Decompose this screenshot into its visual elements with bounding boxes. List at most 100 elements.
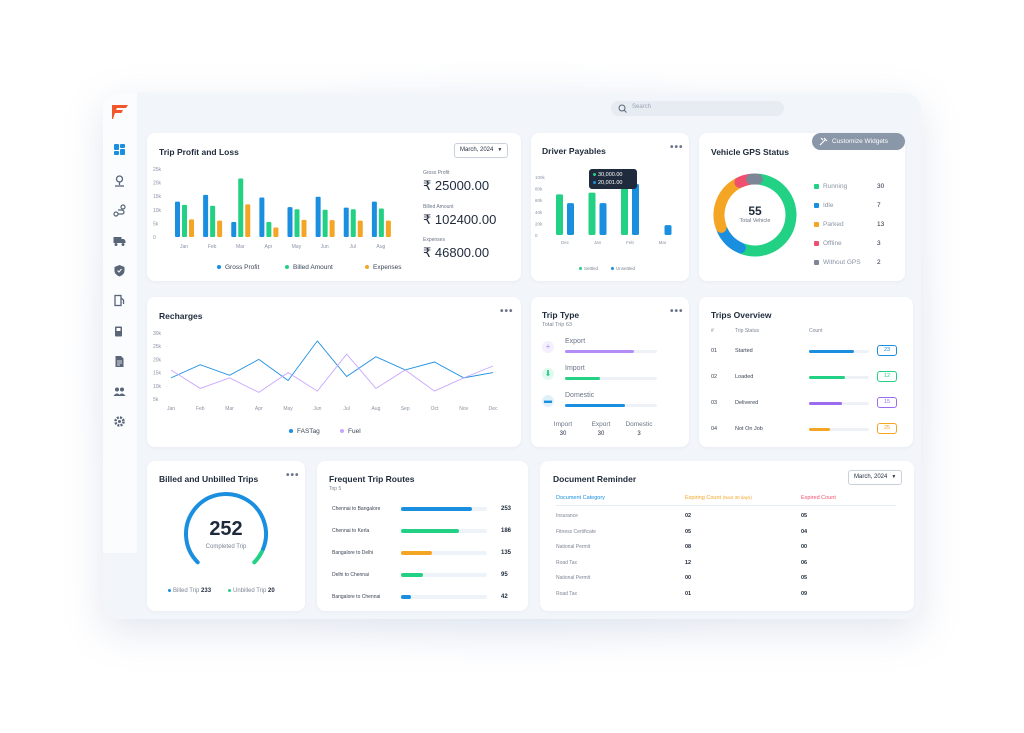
row-number: 01 (711, 348, 718, 354)
truck-icon: ▬ (542, 395, 554, 407)
col-header-expired: Expired Count (801, 495, 836, 501)
settings-icon[interactable] (113, 415, 126, 428)
expired-count: 04 (801, 528, 808, 535)
route-icon[interactable] (113, 204, 126, 217)
doc-category: Road Tax (556, 559, 578, 566)
y-tick-label: 20k (153, 181, 162, 187)
total-value: 3 (637, 431, 641, 437)
truck-icon[interactable] (113, 234, 126, 247)
more-options-icon[interactable]: ••• (670, 306, 684, 317)
route-count: 42 (501, 594, 508, 600)
route-track (401, 551, 487, 555)
bar-gross-profit (343, 207, 349, 237)
col-header-expiring: Expiring Count (Next 30 days) (685, 495, 752, 501)
bar-expenses (301, 219, 307, 237)
location-icon[interactable] (113, 174, 126, 187)
row-status: Delivered (735, 400, 759, 406)
row-status: Loaded (735, 374, 754, 380)
status-swatch (814, 260, 819, 265)
progress-fill (565, 404, 625, 407)
card-title: Trip Profit and Loss (159, 147, 239, 157)
legend-fuel: Fuel (340, 428, 361, 435)
legend-fastag: FASTag (289, 428, 320, 435)
more-options-icon[interactable]: ••• (286, 470, 300, 481)
progress-track (565, 350, 657, 353)
expiring-count: 05 (685, 528, 692, 535)
dashboard-icon[interactable] (113, 143, 126, 156)
expiring-count: 02 (685, 513, 692, 519)
completed-trip-label: Completed Trip (205, 544, 247, 550)
bar-billed-amount (350, 209, 356, 237)
unbilled-arc (252, 550, 264, 565)
chevron-down-icon: ▼ (891, 474, 897, 480)
x-tick-label: Feb (196, 406, 205, 412)
x-tick-label: Sep (401, 406, 410, 412)
gps-donut-chart (713, 173, 797, 257)
status-label: Idle (823, 202, 834, 209)
fuel-icon[interactable] (113, 325, 126, 338)
bar-gross-profit (203, 194, 209, 237)
x-tick-label: Jul (343, 406, 349, 412)
trips-overview-card: Trips Overview # Trip Status Count 01 Sta… (699, 297, 913, 447)
x-tick-label: Apr (255, 406, 263, 412)
document-icon[interactable] (113, 355, 126, 368)
month-dropdown[interactable]: March, 2024 ▼ (848, 470, 903, 485)
bar-gross-profit (231, 222, 237, 237)
tools-icon (819, 137, 828, 146)
status-swatch (814, 184, 819, 189)
fuel-pump-icon[interactable] (113, 294, 126, 307)
expiring-count: 12 (685, 559, 692, 566)
bar-billed-amount (294, 209, 300, 237)
customize-label: Customize Widgets (832, 138, 888, 145)
count-badge: 23 (877, 345, 897, 356)
route-count: 253 (501, 506, 512, 512)
x-tick-label: May (292, 244, 302, 250)
x-tick-label: Jul (350, 244, 356, 250)
more-options-icon[interactable]: ••• (670, 142, 684, 153)
y-tick-label: 10k (153, 384, 162, 390)
billed-unbilled-card: Billed and Unbilled Trips ••• 252 Comple… (147, 461, 305, 611)
recharges-card: Recharges ••• 30k 25k 20k 15k 10k 5k Jan Feb Mar… (147, 297, 521, 447)
x-tick-label: Jan (167, 406, 175, 412)
users-icon[interactable] (113, 385, 126, 398)
route-count: 95 (501, 572, 508, 578)
bar-expenses (245, 204, 251, 237)
expired-count: 00 (801, 544, 808, 550)
route-name: Delhi to Chennai (332, 572, 369, 578)
route-fill (401, 595, 412, 599)
count-track (809, 350, 869, 353)
legend-gross-profit: Gross Profit (217, 264, 259, 271)
count-fill (809, 376, 845, 379)
trip-type-subtitle: Total Trip 63 (542, 322, 572, 328)
col-header-num: # (711, 328, 714, 334)
bar-expenses (273, 227, 279, 237)
month-value: March, 2024 (460, 147, 494, 153)
route-name: Bangalore to Delhi (332, 550, 374, 556)
donut-slice-running (737, 173, 797, 257)
customize-widgets-button[interactable]: Customize Widgets (812, 133, 905, 150)
trip-type-label: Export (565, 338, 586, 345)
routes-subtitle: Top 5 (329, 486, 342, 492)
y-tick-label: 25k (153, 344, 162, 350)
x-tick-label: Feb (626, 240, 634, 245)
billed-trip-legend: Billed Trip 233 (168, 588, 211, 594)
shield-icon[interactable] (113, 264, 126, 277)
bar-expenses (357, 220, 363, 237)
bar-expenses (385, 220, 391, 237)
row-number: 02 (711, 374, 718, 380)
x-tick-label: May (283, 406, 293, 412)
gross-profit-label: Gross Profit (423, 170, 450, 176)
search-bar[interactable]: Search (611, 101, 784, 116)
expenses-value: ₹ 46800.00 (423, 245, 490, 260)
x-tick-label: Jun (313, 406, 321, 412)
sidebar (103, 93, 137, 553)
y-tick-label: 0 (153, 235, 156, 241)
x-tick-label: Feb (208, 244, 217, 250)
month-dropdown[interactable]: March, 2024 ▼ (454, 143, 509, 158)
bar-unsettled (599, 203, 607, 235)
bar-gross-profit (287, 207, 293, 237)
status-count: 7 (877, 202, 881, 209)
more-options-icon[interactable]: ••• (500, 306, 514, 317)
line-fastag (170, 340, 494, 382)
bar-billed-amount (210, 205, 216, 237)
